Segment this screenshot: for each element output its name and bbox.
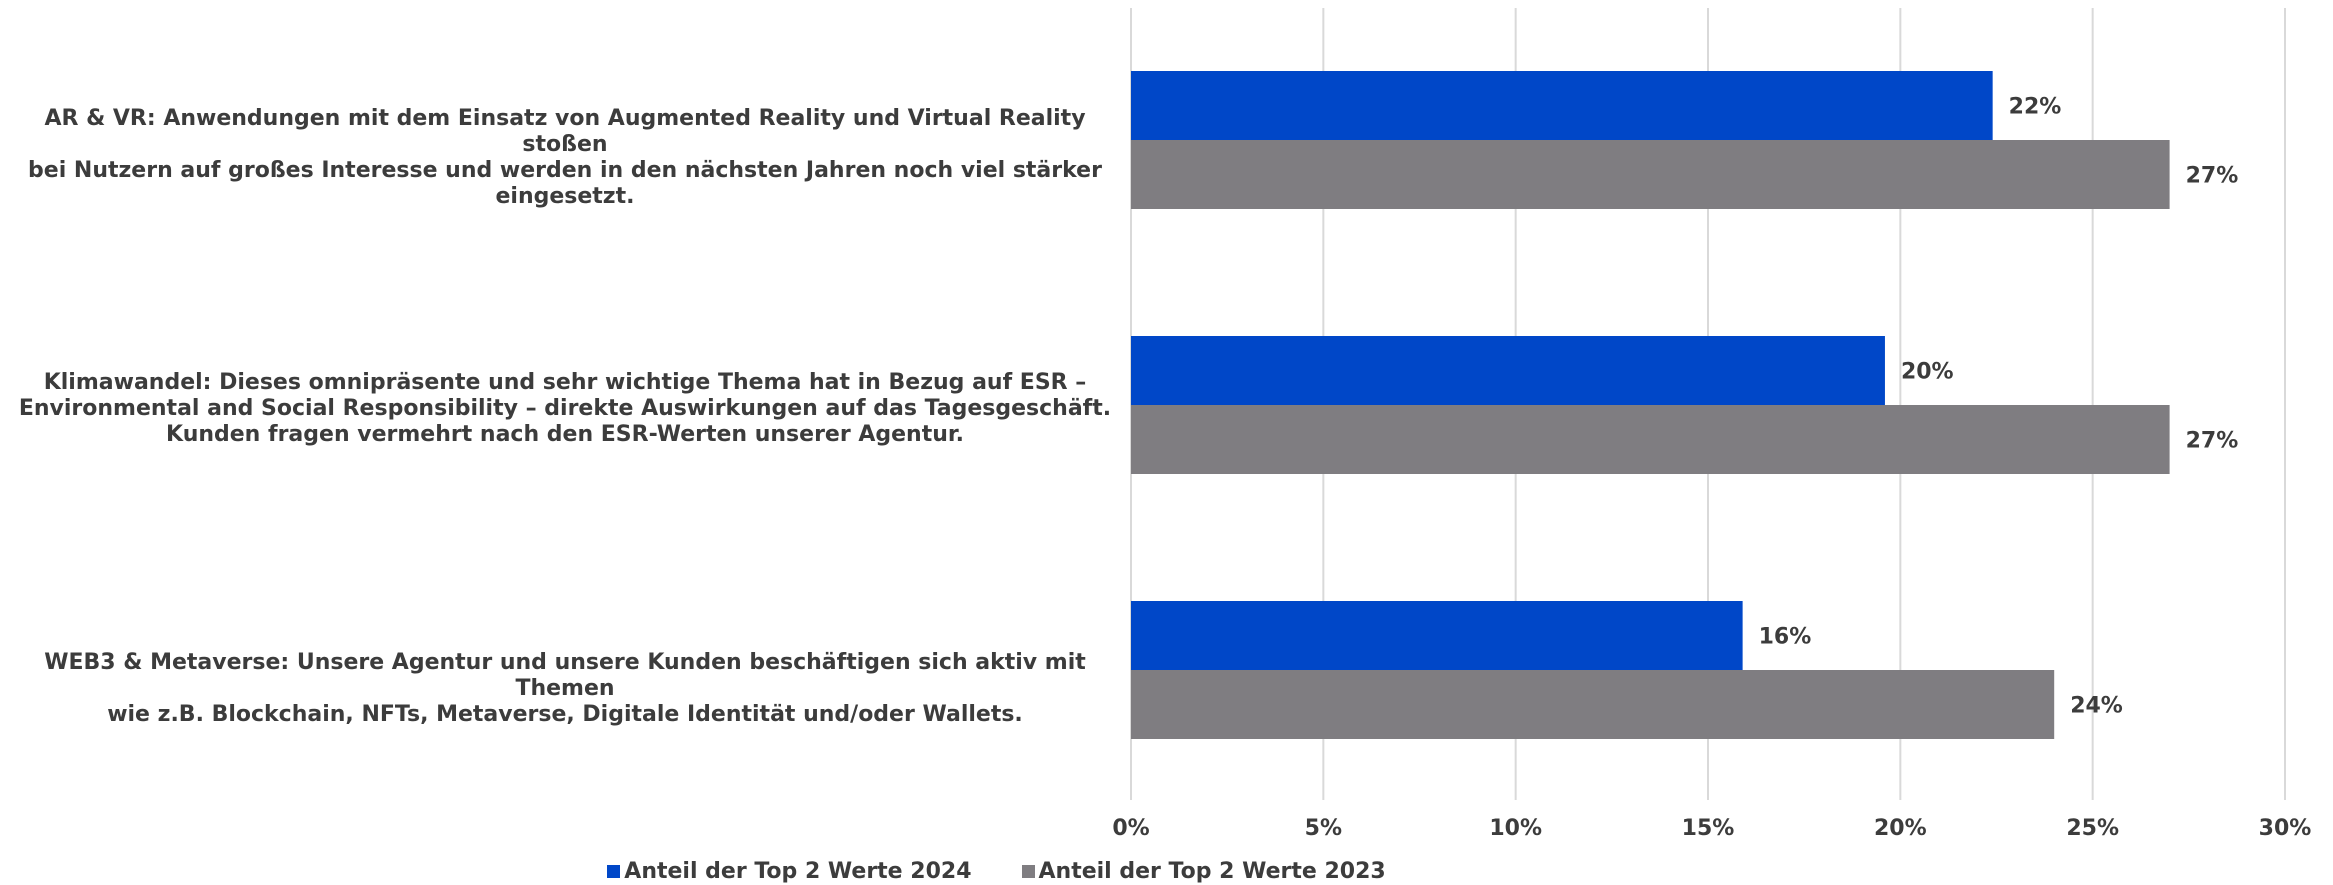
legend-swatch-2023	[1021, 865, 1035, 878]
x-tick-label: 25%	[2066, 816, 2119, 841]
bar-value-label: 20%	[1901, 360, 1954, 385]
x-axis-tick-labels: 0% 5% 10% 15% 20% 25% 30%	[1112, 816, 2311, 841]
bar-value-label: 22%	[2009, 95, 2062, 120]
x-tick-label: 30%	[2259, 816, 2312, 841]
category-label: WEB3 & Metaverse: Unsere Agentur und uns…	[10, 650, 1120, 728]
bar-value-label: 27%	[2186, 164, 2239, 189]
bar-value-label: 27%	[2186, 429, 2239, 454]
legend: Anteil der Top 2 Werte 2024 Anteil der T…	[0, 858, 2163, 885]
category-label-line: Kunden fragen vermehrt nach den ESR-Wert…	[166, 422, 964, 447]
category-label-line: bei Nutzern auf großes Interesse und wer…	[28, 158, 1102, 183]
bar-value-label: 24%	[2070, 694, 2123, 719]
legend-label-2023: Anteil der Top 2 Werte 2023	[1038, 859, 1386, 884]
x-tick-label: 5%	[1305, 816, 1342, 841]
bar-2023	[1131, 405, 2170, 474]
x-tick-label: 0%	[1112, 816, 1149, 841]
x-tick-label: 20%	[1874, 816, 1927, 841]
bar-2024	[1131, 336, 1885, 405]
legend-item-2024: Anteil der Top 2 Werte 2024	[607, 859, 972, 884]
legend-label-2024: Anteil der Top 2 Werte 2024	[624, 859, 972, 884]
category-label-line: Klimawandel: Dieses omnipräsente und seh…	[43, 370, 1087, 395]
x-tick-label: 10%	[1489, 816, 1542, 841]
bar-value-label: 16%	[1759, 625, 1812, 650]
category-label-line: wie z.B. Blockchain, NFTs, Metaverse, Di…	[107, 702, 1023, 727]
bar-2024	[1131, 601, 1743, 670]
bar-2024	[1131, 71, 1993, 140]
category-label-line: eingesetzt.	[495, 184, 635, 209]
legend-item-2023: Anteil der Top 2 Werte 2023	[1021, 859, 1386, 884]
x-tick-label: 15%	[1682, 816, 1735, 841]
category-label-line: Environmental and Social Responsibility …	[18, 396, 1112, 421]
category-label-line: WEB3 & Metaverse: Unsere Agentur und uns…	[44, 650, 1086, 701]
category-label: AR & VR: Anwendungen mit dem Einsatz von…	[10, 106, 1120, 210]
category-label: Klimawandel: Dieses omnipräsente und seh…	[10, 370, 1120, 448]
legend-swatch-2024	[607, 865, 621, 878]
category-label-line: AR & VR: Anwendungen mit dem Einsatz von…	[44, 106, 1086, 157]
bars	[1131, 71, 2170, 739]
bar-2023	[1131, 140, 2170, 209]
value-labels: 22% 27% 20% 27% 16% 24%	[1759, 95, 2239, 719]
bar-2023	[1131, 670, 2055, 739]
